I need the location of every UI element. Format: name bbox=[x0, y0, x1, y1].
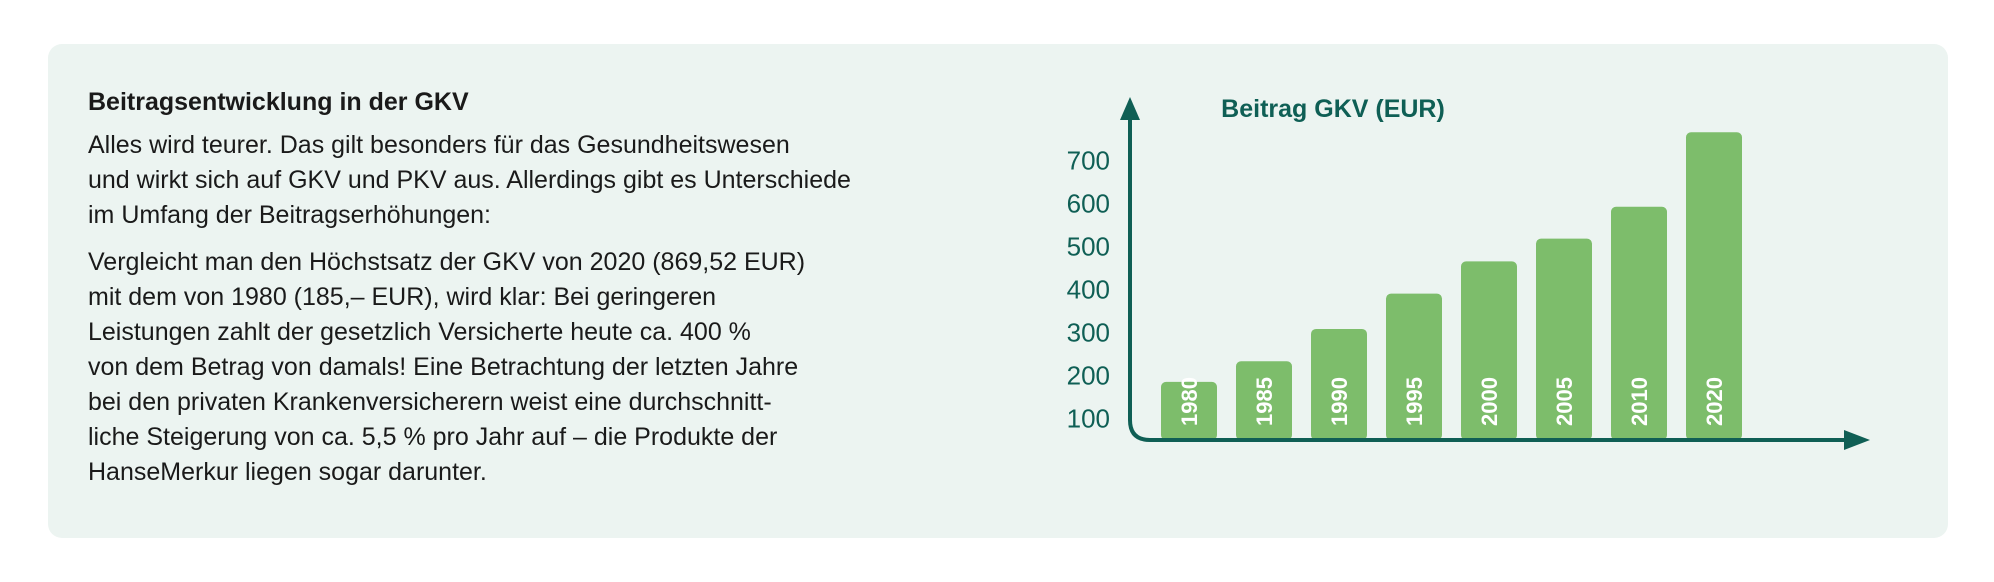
y-tick-label: 600 bbox=[1067, 188, 1110, 218]
bar-category-label: 2000 bbox=[1477, 377, 1502, 426]
bar-category-label: 1980 bbox=[1177, 377, 1202, 426]
bar bbox=[1161, 381, 1217, 440]
bar bbox=[1611, 206, 1667, 440]
article-text: Beitragsentwicklung in der GKV Alles wir… bbox=[88, 86, 988, 502]
axes bbox=[1120, 97, 1870, 450]
y-axis bbox=[1128, 119, 1846, 442]
article-paragraph-1: Alles wird teurer. Das gilt besonders fü… bbox=[88, 131, 851, 229]
y-tick-label: 200 bbox=[1067, 360, 1110, 390]
y-tick-label: 100 bbox=[1067, 403, 1110, 433]
contribution-chart: Beitrag GKV (EUR) 100200300400500600700 … bbox=[1067, 95, 1870, 450]
y-axis-arrow bbox=[1120, 97, 1140, 120]
info-panel: Beitragsentwicklung in der GKV Alles wir… bbox=[48, 44, 1948, 538]
bar-category-label: 1995 bbox=[1402, 377, 1427, 426]
bar-category-label: 2020 bbox=[1702, 377, 1727, 426]
y-tick-label: 400 bbox=[1067, 274, 1110, 304]
bar bbox=[1236, 361, 1292, 440]
article-paragraph-2: Vergleicht man den Höchstsatz der GKV vo… bbox=[88, 248, 806, 486]
bar bbox=[1686, 132, 1742, 440]
y-tick-labels: 100 200 300 400 500 600 700 bbox=[1067, 145, 1110, 433]
bar-category-label: 2010 bbox=[1627, 377, 1652, 426]
y-tick-label: 300 bbox=[1067, 317, 1110, 347]
article-heading: Beitragsentwicklung in der GKV bbox=[88, 88, 469, 116]
bar-category-label: 1985 bbox=[1252, 377, 1277, 426]
bar bbox=[1386, 293, 1442, 440]
bars: 1980 1985 1990 1995 2000 2005 2010 2020 bbox=[1161, 132, 1742, 440]
bar bbox=[1536, 238, 1592, 440]
bar-category-label: 2005 bbox=[1552, 377, 1577, 426]
y-tick-label: 700 bbox=[1067, 145, 1110, 175]
y-tick-label: 500 bbox=[1067, 231, 1110, 261]
bar bbox=[1311, 328, 1367, 440]
bar bbox=[1461, 261, 1517, 440]
x-axis-arrow bbox=[1844, 430, 1870, 450]
bar-category-label: 1990 bbox=[1327, 377, 1352, 426]
chart-title: Beitrag GKV (EUR) bbox=[1221, 95, 1445, 123]
